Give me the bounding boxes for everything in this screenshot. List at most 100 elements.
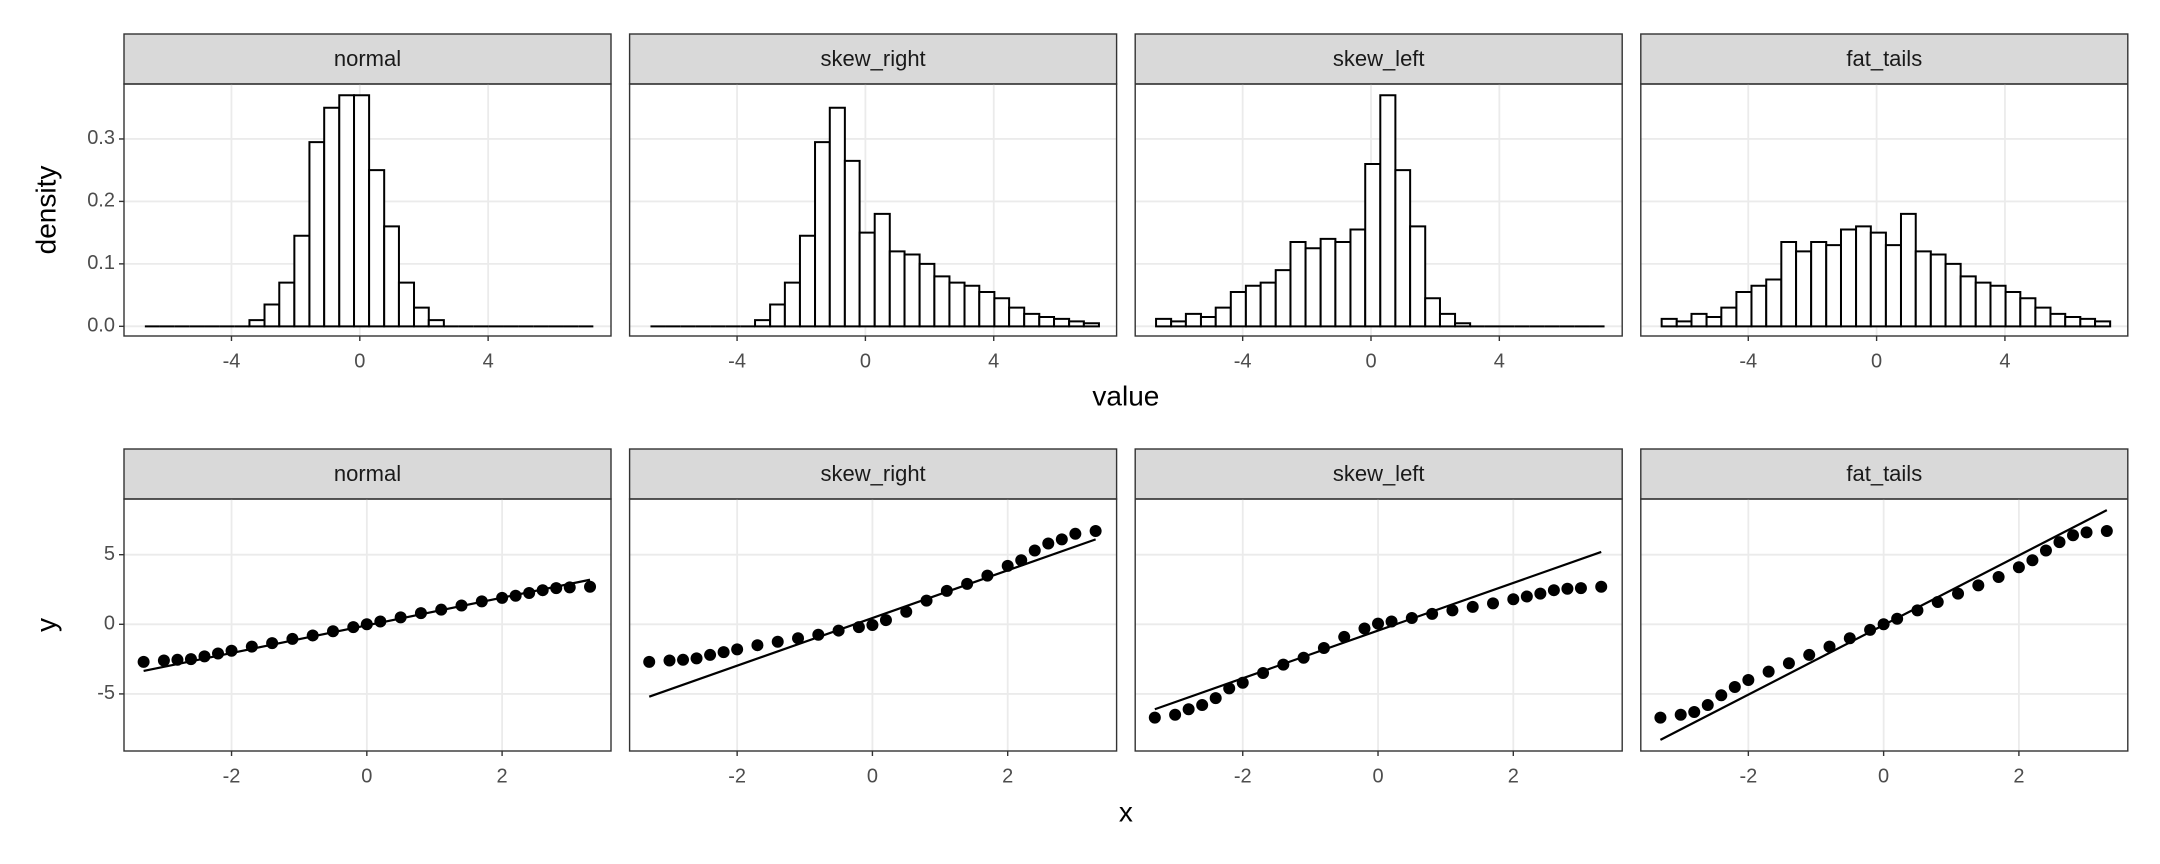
histogram-bar	[1795, 250, 1813, 328]
histogram-bar	[1008, 306, 1026, 328]
qq-point	[961, 577, 974, 590]
qq-point	[1209, 692, 1222, 705]
histogram-bar	[1929, 253, 1947, 328]
histogram-bar	[1884, 244, 1902, 328]
qq-point	[509, 589, 522, 602]
qq-point	[1466, 600, 1479, 613]
qq-point	[1223, 682, 1236, 695]
qq-point	[1952, 587, 1965, 600]
qq-point	[771, 635, 784, 648]
facet-strip	[123, 33, 612, 85]
qq-point	[866, 619, 879, 631]
qq-point	[1405, 612, 1418, 625]
histogram-bar	[814, 141, 831, 328]
x-tick-label: -2	[1739, 765, 1757, 787]
facet-title: normal	[334, 46, 401, 71]
histogram-bar	[1690, 312, 1708, 328]
x-tick-label: 0	[1372, 765, 1383, 787]
histogram-bar	[1810, 241, 1828, 328]
histogram-bar	[1989, 284, 2007, 328]
qq-point	[1574, 582, 1587, 595]
histogram-bar	[1765, 278, 1783, 328]
qq-point	[455, 599, 468, 612]
x-axis-title: x	[1119, 796, 1133, 827]
y-axis-title: y	[30, 618, 61, 632]
qq-point	[563, 581, 576, 594]
facet-title: normal	[334, 461, 401, 486]
qq-point	[704, 648, 717, 661]
histogram-bar	[1364, 162, 1382, 328]
histogram-bar	[948, 281, 966, 328]
histogram-bar	[1660, 317, 1678, 328]
histogram-bar	[278, 281, 296, 328]
histogram-bar	[1869, 231, 1887, 328]
y-tick-label: 0	[104, 613, 115, 635]
y-tick-label: 0.2	[87, 190, 115, 212]
qq-point	[1762, 665, 1775, 678]
histogram-bar	[1379, 94, 1397, 328]
histogram-bar	[1274, 269, 1292, 328]
histogram-bar	[828, 106, 846, 328]
histogram-bar	[754, 319, 772, 328]
qq-point	[266, 637, 279, 650]
qq-point	[475, 595, 488, 608]
qq-point	[1701, 699, 1714, 712]
facet-title: fat_tails	[1846, 46, 1922, 71]
qq-point	[1534, 587, 1547, 600]
facet-strip	[628, 448, 1118, 500]
qq-point	[1674, 708, 1687, 721]
qq-point	[832, 624, 845, 637]
qq-point	[1823, 640, 1836, 653]
qq-point	[2080, 526, 2093, 539]
qq-point	[1277, 658, 1290, 671]
qq-point	[940, 584, 953, 597]
histogram-bar	[1319, 237, 1337, 328]
y-tick-label: 0.3	[87, 127, 115, 149]
histogram-bar	[1750, 284, 1768, 328]
histogram-bar	[308, 141, 326, 328]
qq-point	[198, 650, 211, 663]
histogram-bar	[293, 234, 311, 328]
qq-point	[731, 643, 744, 656]
qq-point	[852, 621, 865, 634]
histogram-bar	[1023, 312, 1041, 328]
histogram-bar	[2079, 317, 2097, 328]
histogram-bar	[843, 159, 861, 328]
qq-point	[245, 640, 258, 653]
histogram-bar	[1170, 320, 1187, 328]
qq-point	[1148, 711, 1161, 724]
histogram-bar	[903, 253, 921, 328]
qq-point	[1169, 708, 1182, 721]
histogram-bar	[2004, 290, 2022, 328]
panel-border	[1640, 498, 2129, 752]
qq-point	[496, 591, 509, 604]
panel-border	[123, 498, 612, 752]
histogram-bar	[1259, 281, 1277, 328]
x-tick-label: 0	[1365, 350, 1376, 372]
panel-border	[1640, 83, 2129, 337]
qq-point	[1487, 597, 1500, 610]
qq-point	[751, 639, 764, 652]
x-tick-label: 0	[361, 765, 372, 787]
qq-point	[1028, 544, 1041, 557]
qq-point	[1385, 615, 1398, 628]
histogram-bar	[1394, 169, 1412, 328]
histogram-bar	[1944, 262, 1962, 328]
histogram-bar	[1825, 244, 1842, 328]
qq-point	[286, 632, 299, 645]
facet-title: fat_tails	[1846, 461, 1922, 486]
qq-point	[1864, 623, 1877, 636]
y-tick-label: 5	[104, 543, 115, 565]
x-tick-label: 0	[354, 350, 365, 372]
qq-point	[327, 625, 340, 638]
histogram-bar	[1454, 322, 1472, 328]
qq-point	[184, 653, 197, 666]
histogram-bar	[1068, 320, 1085, 328]
histogram-bar	[1184, 312, 1202, 328]
qq-point	[2100, 525, 2113, 538]
histogram-bar	[2064, 315, 2082, 328]
histogram-bar	[873, 212, 891, 328]
histogram-bar	[1914, 250, 1932, 328]
qq-point	[1257, 667, 1270, 680]
